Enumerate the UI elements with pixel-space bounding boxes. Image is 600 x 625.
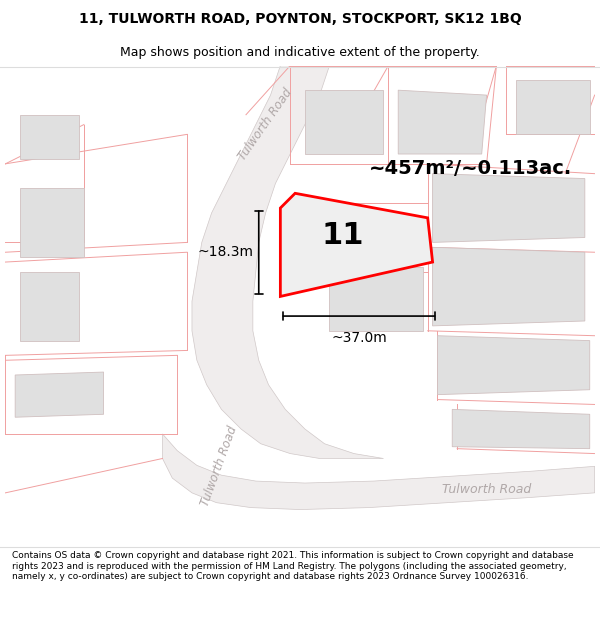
Polygon shape (163, 434, 595, 509)
Polygon shape (452, 409, 590, 449)
Polygon shape (516, 81, 590, 134)
Polygon shape (433, 248, 585, 326)
Text: Tulworth Road: Tulworth Road (442, 483, 531, 496)
Text: Contains OS data © Crown copyright and database right 2021. This information is : Contains OS data © Crown copyright and d… (12, 551, 574, 581)
Polygon shape (437, 336, 590, 394)
Polygon shape (398, 90, 487, 154)
Polygon shape (20, 272, 79, 341)
Polygon shape (15, 372, 104, 418)
Polygon shape (329, 267, 423, 331)
Polygon shape (20, 188, 84, 257)
Polygon shape (433, 174, 585, 242)
Text: Tulworth Road: Tulworth Road (236, 86, 295, 163)
Text: Map shows position and indicative extent of the property.: Map shows position and indicative extent… (120, 46, 480, 59)
Text: Tulworth Road: Tulworth Road (199, 424, 240, 508)
Polygon shape (280, 193, 433, 296)
Text: ~457m²/~0.113ac.: ~457m²/~0.113ac. (369, 159, 572, 178)
Text: 11, TULWORTH ROAD, POYNTON, STOCKPORT, SK12 1BQ: 11, TULWORTH ROAD, POYNTON, STOCKPORT, S… (79, 12, 521, 26)
Polygon shape (20, 115, 79, 159)
Polygon shape (192, 66, 383, 459)
Text: ~18.3m: ~18.3m (198, 245, 254, 259)
Text: ~37.0m: ~37.0m (331, 331, 387, 345)
Text: 11: 11 (322, 221, 364, 250)
Polygon shape (305, 90, 383, 154)
